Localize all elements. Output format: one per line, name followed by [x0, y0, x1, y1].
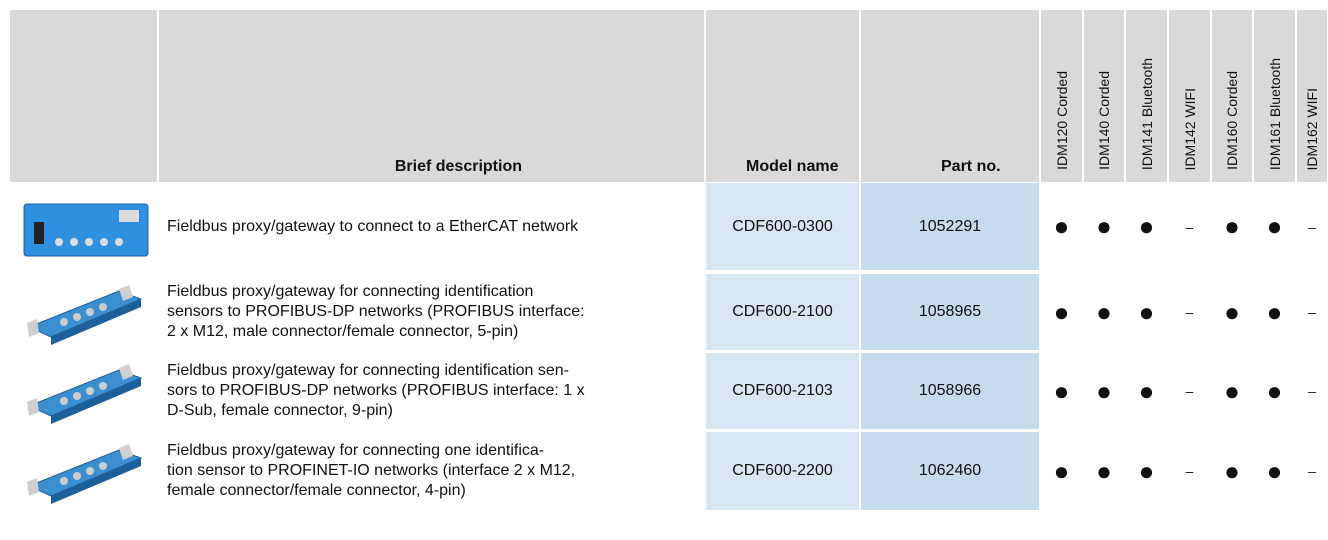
availability-mark: ● [1053, 375, 1070, 406]
description-cell: Fieldbus proxy/gateway to connect to a E… [159, 183, 704, 270]
availability-mark: ● [1266, 211, 1283, 241]
header-cell: IDM142 WIFI [1169, 10, 1210, 182]
device-label: IDM140 Corded [1096, 71, 1112, 170]
product-image [26, 364, 142, 424]
model-cell: CDF600-2103 [706, 353, 859, 429]
part-cell: 1058966 [861, 353, 1039, 429]
description-line: Fieldbus proxy/gateway for connecting id… [167, 283, 534, 300]
part-cell: 1052291 [861, 183, 1039, 270]
availability-mark: ● [1053, 455, 1070, 486]
image-cell [10, 432, 157, 510]
device-label: IDM160 Corded [1224, 71, 1240, 170]
header-cell: Brief description [159, 10, 704, 182]
header-cell: IDM161 Bluetooth [1254, 10, 1295, 182]
header-label: Brief description [394, 158, 522, 175]
model-cell: CDF600-2200 [706, 432, 859, 510]
model-cell: CDF600-0300 [706, 183, 859, 270]
availability-mark: – [1308, 383, 1316, 399]
availability-mark: ● [1138, 455, 1155, 486]
model-cell: CDF600-2100 [706, 274, 859, 350]
availability-mark: – [1185, 218, 1194, 235]
availability-mark: – [1308, 218, 1316, 235]
availability-mark: ● [1053, 296, 1070, 327]
header-cell: Model name [706, 10, 859, 182]
product-image [26, 444, 142, 504]
header-label: Model name [746, 158, 839, 175]
availability-mark: ● [1224, 211, 1240, 241]
device-label: IDM142 WIFI [1181, 87, 1198, 170]
part-cell: 1058965 [861, 274, 1039, 350]
availability-mark: ● [1266, 455, 1283, 486]
description-line: Fieldbus proxy/gateway to connect to a E… [167, 217, 579, 235]
availability-mark: ● [1096, 375, 1112, 406]
availability-mark: ● [1224, 296, 1240, 327]
description-cell: Fieldbus proxy/gateway for connecting on… [159, 432, 704, 510]
availability-mark: – [1308, 463, 1316, 479]
availability-mark: – [1308, 304, 1316, 320]
header-cell [10, 10, 157, 182]
availability-mark: ● [1053, 211, 1070, 241]
device-label: IDM141 Bluetooth [1138, 57, 1155, 170]
device-label: IDM162 WIFI [1304, 87, 1320, 170]
description-line: tion sensor to PROFINET-IO networks (int… [167, 462, 576, 479]
availability-mark: ● [1096, 211, 1112, 241]
product-image [26, 285, 142, 345]
description-line: 2 x M12, male connector/female connector… [167, 323, 519, 340]
availability-mark: ● [1224, 455, 1240, 486]
description-line: sensors to PROFIBUS-DP networks (PROFIBU… [167, 303, 585, 320]
availability-mark: ● [1138, 296, 1155, 327]
description-cell: Fieldbus proxy/gateway for connecting id… [159, 353, 704, 429]
header-cell: IDM160 Corded [1212, 10, 1252, 182]
image-cell [10, 353, 157, 429]
availability-mark: – [1185, 383, 1194, 399]
description-line: Fieldbus proxy/gateway for connecting id… [167, 362, 569, 379]
header-cell: IDM162 WIFI [1297, 10, 1327, 182]
availability-mark: ● [1096, 296, 1112, 327]
description-line: sors to PROFIBUS-DP networks (PROFIBUS i… [167, 382, 585, 399]
part-cell: 1062460 [861, 432, 1039, 510]
availability-mark: ● [1266, 296, 1283, 327]
description-line: D-Sub, female connector, 9-pin) [167, 402, 393, 419]
availability-mark: ● [1096, 455, 1112, 486]
description-cell: Fieldbus proxy/gateway for connecting id… [159, 274, 704, 350]
header-cell: IDM140 Corded [1084, 10, 1124, 182]
description-line: female connector/female connector, 4-pin… [167, 482, 466, 499]
availability-mark: ● [1224, 375, 1240, 406]
header-label: Part no. [941, 158, 1001, 175]
description-line: Fieldbus proxy/gateway for connecting on… [167, 442, 545, 459]
availability-mark: ● [1138, 211, 1155, 241]
header-cell: IDM120 Corded [1041, 10, 1082, 182]
device-label: IDM120 Corded [1053, 71, 1070, 170]
header-cell: IDM141 Bluetooth [1126, 10, 1167, 182]
availability-mark: – [1185, 304, 1194, 320]
device-label: IDM161 Bluetooth [1266, 57, 1283, 170]
availability-mark: ● [1266, 375, 1283, 406]
availability-mark: ● [1138, 375, 1155, 406]
availability-mark: – [1185, 463, 1194, 479]
image-cell [10, 274, 157, 350]
header-cell: Part no. [861, 10, 1039, 182]
product-image [23, 203, 148, 256]
image-cell [10, 183, 157, 270]
